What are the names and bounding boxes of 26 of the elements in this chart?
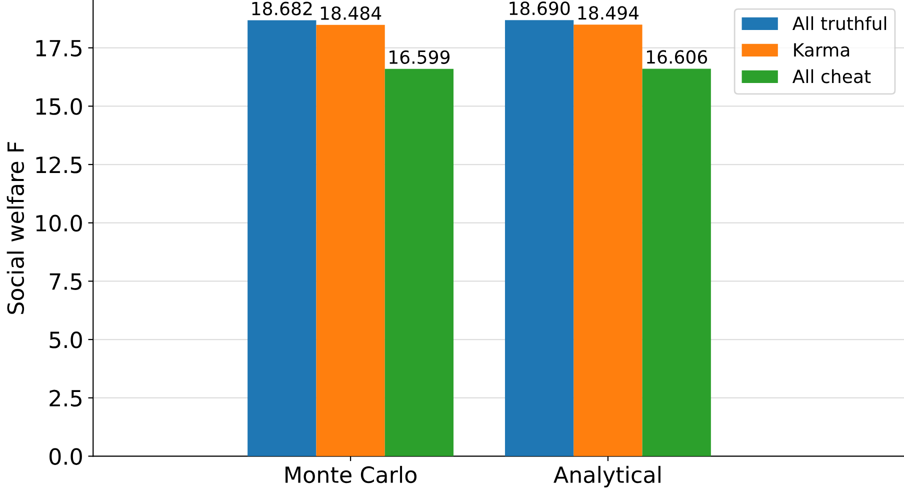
legend-label: All cheat — [792, 69, 871, 84]
text: 5.0 — [50, 331, 82, 348]
x-tick-label: Monte Carlo — [286, 466, 416, 484]
data-label: 18.682 — [252, 2, 312, 16]
text: 12.5 — [36, 156, 82, 174]
text: 7.5 — [50, 273, 82, 290]
legend-label: All truthful — [792, 16, 886, 30]
bar — [248, 20, 316, 456]
data-label: 18.484 — [320, 6, 382, 20]
text: 10.0 — [36, 214, 82, 232]
bar — [316, 24, 385, 456]
text: 2.5 — [50, 390, 82, 407]
legend-label: Karma — [794, 43, 850, 57]
data-label: 16.606 — [647, 50, 708, 64]
y-axis-title: Social welfare F — [6, 142, 24, 314]
bar — [642, 68, 711, 456]
data-label: 16.599 — [390, 50, 450, 64]
data-label: 18.494 — [578, 6, 639, 20]
text: 0.0 — [50, 448, 82, 465]
text: 17.5 — [36, 40, 82, 57]
data-label: 18.690 — [510, 2, 570, 16]
bar — [384, 68, 454, 456]
x-tick-label: Analytical — [554, 466, 660, 488]
text: 15.0 — [36, 98, 82, 115]
bar — [504, 20, 574, 456]
bar — [574, 24, 642, 456]
